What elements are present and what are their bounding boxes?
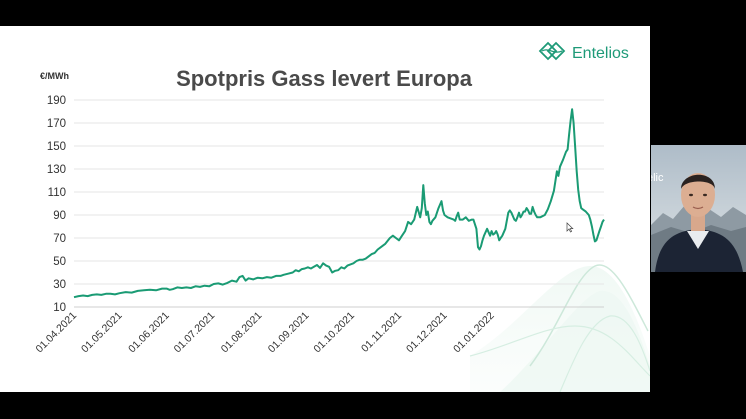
x-tick-label: 01.09.2021 [266, 310, 312, 356]
mouse-cursor-icon [566, 222, 574, 233]
y-tick-label: 70 [53, 233, 66, 245]
y-tick-label: 30 [53, 279, 66, 291]
y-tick-label: 170 [47, 118, 66, 130]
chart-title: Spotpris Gass levert Europa [176, 66, 473, 91]
presentation-slide: Entelios Spotpris Gass levert Europa €/M… [0, 26, 650, 392]
x-tick-label: 01.05.2021 [79, 310, 125, 356]
x-tick-label: 01.01.2022 [451, 310, 497, 356]
y-tick-label: 110 [48, 187, 66, 199]
y-tick-label: 90 [53, 210, 66, 222]
slide-decoration [469, 264, 650, 392]
y-tick-label: 50 [53, 256, 66, 268]
x-tick-label: 01.12.2021 [404, 310, 450, 356]
entelios-leaf-logo-icon [538, 40, 568, 67]
x-tick-label: 01.10.2021 [311, 310, 357, 356]
presenter-image: elic [651, 145, 746, 272]
x-tick-label: 01.06.2021 [126, 310, 172, 356]
chart-gridlines [74, 99, 604, 308]
y-axis-unit-label: €/MWh [40, 71, 69, 81]
x-tick-label: 01.08.2021 [219, 310, 265, 356]
gas-price-chart: Spotpris Gass levert Europa €/MWh 10 30 50… [33, 66, 605, 356]
presenter-webcam-feed: elic [651, 145, 746, 272]
y-axis-ticks: 10 30 50 70 90 110 130 150 170 190 [47, 95, 66, 314]
logo-text: Entelios [572, 44, 629, 62]
background-text: elic [651, 172, 664, 184]
x-tick-label: 01.04.2021 [33, 310, 79, 356]
price-series-line [73, 108, 605, 299]
y-tick-label: 10 [53, 302, 66, 314]
entelios-logo: Entelios [538, 40, 629, 67]
y-tick-label: 150 [47, 141, 66, 153]
y-tick-label: 190 [47, 95, 66, 107]
x-axis-ticks: 01.04.2021 01.05.2021 01.06.2021 01.07.2021… [33, 310, 496, 356]
y-tick-label: 130 [47, 164, 66, 176]
x-tick-label: 01.07.2021 [172, 310, 218, 356]
x-tick-label: 01.11.2021 [359, 310, 404, 355]
